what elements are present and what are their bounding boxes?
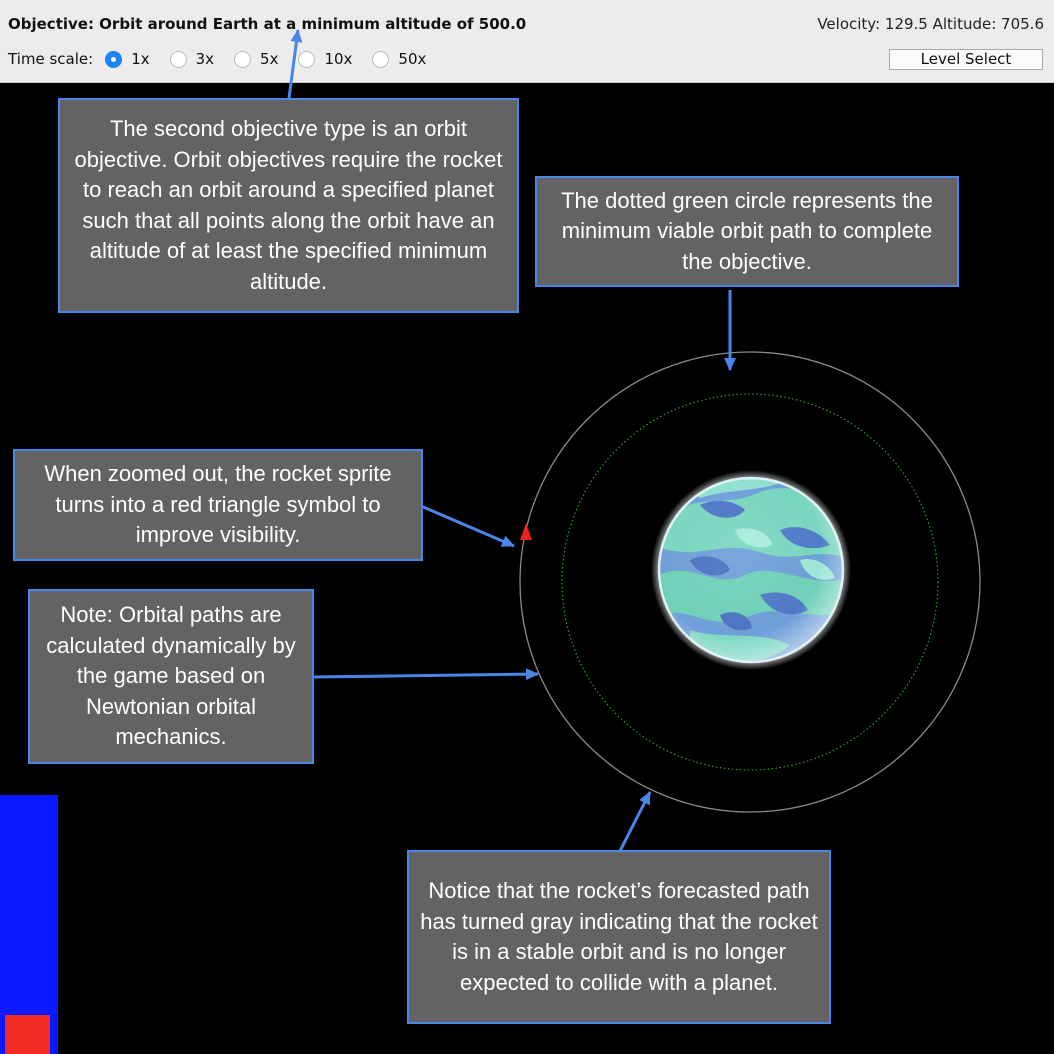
radio-selected-icon[interactable] <box>105 50 123 68</box>
minimum-orbit-circle <box>561 393 939 771</box>
annotation-arrows <box>287 29 736 852</box>
time-scale-1x-label: 1x <box>131 50 150 68</box>
fuel-warning-indicator <box>5 1015 50 1054</box>
arrow-to-objective <box>287 29 303 99</box>
callout-green-circle: The dotted green circle represents the m… <box>535 176 959 287</box>
time-scale-3x-label: 3x <box>195 50 215 68</box>
radio-icon[interactable] <box>234 50 252 68</box>
callout-green-circle-text: The dotted green circle represents the m… <box>561 187 933 274</box>
callout-gray-path-text: Notice that the rocket’s forecasted path… <box>420 878 818 995</box>
time-scale-3x[interactable]: 3x <box>169 50 215 68</box>
callout-orbital-paths-text: Note: Orbital paths are calculated dynam… <box>46 602 296 750</box>
radio-icon[interactable] <box>372 50 390 68</box>
top-bar: Objective: Orbit around Earth at a minim… <box>0 0 1054 83</box>
time-scale-group: Time scale: 1x 3x 5x 10x 50x <box>8 50 446 68</box>
telemetry-readout: Velocity: 129.5 Altitude: 705.6 <box>817 15 1044 33</box>
callout-orbit-objective: The second objective type is an orbit ob… <box>58 98 519 313</box>
callout-orbital-paths: Note: Orbital paths are calculated dynam… <box>28 589 314 764</box>
callout-red-triangle-text: When zoomed out, the rocket sprite turns… <box>44 461 392 548</box>
callout-orbit-objective-text: The second objective type is an orbit ob… <box>74 116 503 294</box>
callout-red-triangle: When zoomed out, the rocket sprite turns… <box>13 449 423 561</box>
radio-icon[interactable] <box>298 50 316 68</box>
level-select-button[interactable]: Level Select <box>889 49 1043 70</box>
radio-icon[interactable] <box>169 50 187 68</box>
arrow-to-gray-path <box>618 791 652 852</box>
time-scale-5x[interactable]: 5x <box>234 50 278 68</box>
fuel-gauge-bar <box>0 795 58 1054</box>
rocket-triangle-icon <box>520 523 532 540</box>
time-scale-1x[interactable]: 1x <box>105 50 150 68</box>
time-scale-label: Time scale: <box>8 50 94 68</box>
callout-gray-path: Notice that the rocket’s forecasted path… <box>407 850 831 1024</box>
time-scale-50x-label: 50x <box>398 50 427 68</box>
earth-planet <box>651 470 851 670</box>
arrow-to-orbit-path <box>312 668 539 681</box>
time-scale-10x[interactable]: 10x <box>298 50 352 68</box>
arrow-to-rocket <box>420 504 515 548</box>
objective-text: Objective: Orbit around Earth at a minim… <box>8 15 527 33</box>
forecast-orbit-path <box>519 351 981 813</box>
time-scale-5x-label: 5x <box>260 50 279 68</box>
time-scale-50x[interactable]: 50x <box>372 50 426 68</box>
time-scale-10x-label: 10x <box>324 50 353 68</box>
